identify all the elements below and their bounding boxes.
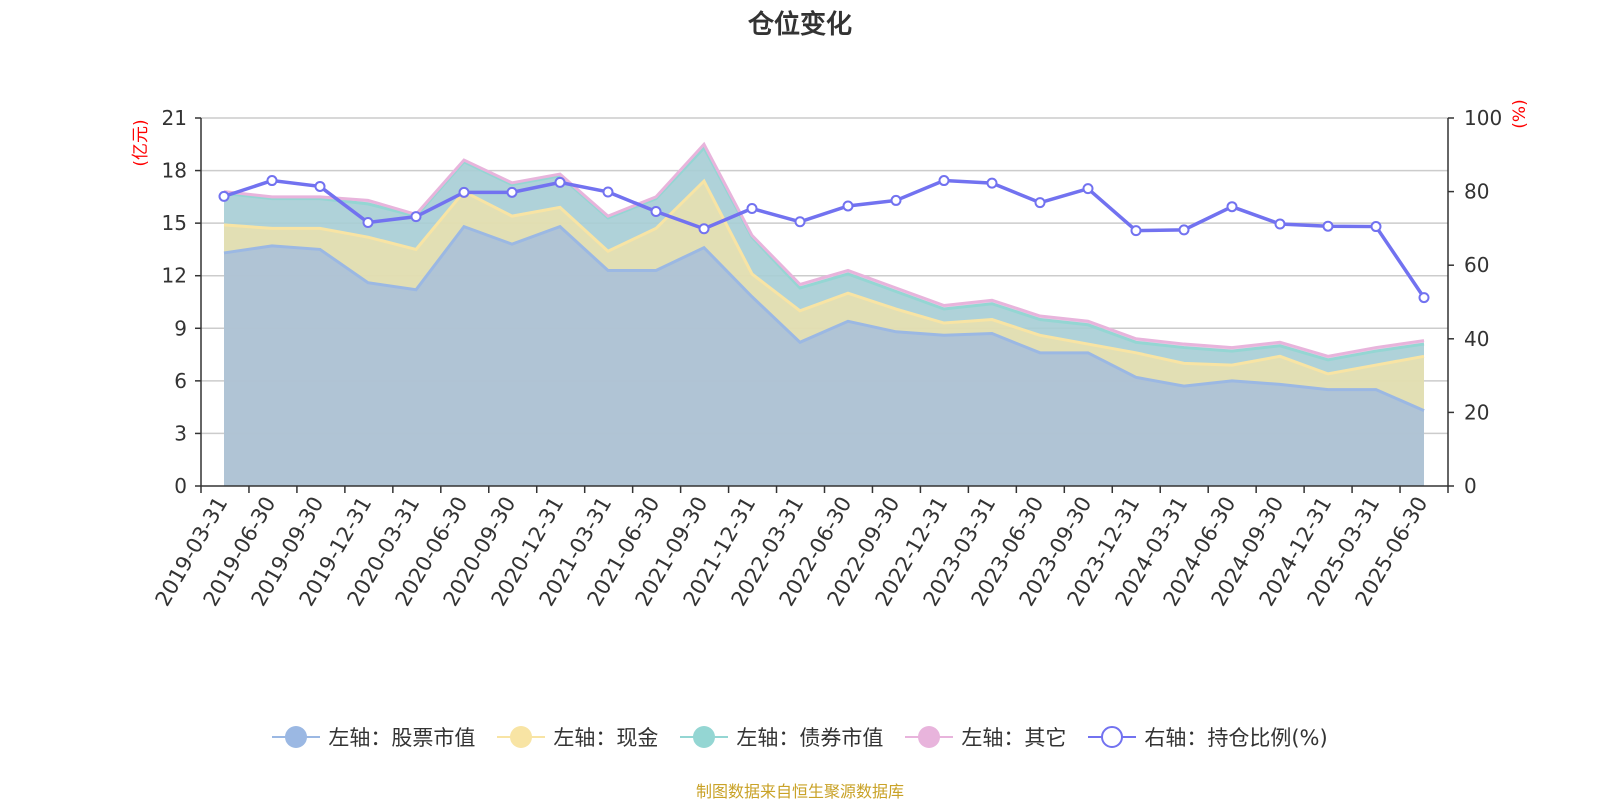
legend-marker-icon	[1088, 725, 1137, 749]
ratio-point	[314, 180, 326, 192]
ratio-point	[986, 177, 998, 189]
legend-marker-icon	[905, 725, 954, 749]
ratio-point	[506, 186, 518, 198]
legend-label: 左轴：现金	[553, 726, 659, 750]
area-line-other	[223, 141, 1425, 358]
ratio-point	[362, 217, 374, 229]
ratio-line	[223, 178, 1426, 299]
area-stock	[224, 226, 1424, 486]
legend-marker-icon	[272, 725, 321, 749]
left-tick-label: 18	[162, 159, 187, 183]
ratio-point	[602, 186, 614, 198]
ratio-point	[410, 211, 422, 223]
left-tick-label: 15	[162, 211, 187, 235]
ratio-point	[890, 194, 902, 206]
right-tick-label: 80	[1464, 180, 1489, 204]
legend: 左轴：股票市值 左轴：现金 左轴：债券市值 左轴：其它 右轴：持仓比例(%)	[0, 722, 1600, 752]
area-series	[223, 141, 1425, 487]
legend-marker-icon	[497, 725, 546, 749]
left-axis-label: (亿元)	[131, 119, 151, 166]
ratio-point	[266, 175, 278, 187]
source-note: 制图数据来自恒生聚源数据库	[695, 782, 904, 801]
legend-marker-icon	[680, 725, 729, 749]
left-tick-label: 6	[174, 369, 187, 393]
right-tick-label: 60	[1464, 253, 1489, 277]
ratio-point	[554, 176, 566, 188]
left-tick-label: 21	[162, 106, 187, 130]
ratio-series	[218, 175, 1430, 304]
legend-item-other[interactable]: 左轴：其它	[905, 722, 1066, 752]
ratio-point	[650, 205, 662, 217]
right-axis-label: (%)	[1510, 99, 1530, 128]
legend-item-cash[interactable]: 左轴：现金	[497, 722, 658, 752]
legend-item-stock[interactable]: 左轴：股票市值	[272, 722, 475, 752]
ratio-point	[1322, 220, 1334, 232]
legend-label: 右轴：持仓比例(%)	[1144, 726, 1328, 750]
left-tick-label: 9	[174, 316, 187, 340]
legend-item-ratio[interactable]: 右轴：持仓比例(%)	[1088, 722, 1328, 752]
ratio-point	[842, 200, 854, 212]
legend-label: 左轴：债券市值	[736, 726, 884, 750]
right-tick-label: 20	[1464, 400, 1489, 424]
ratio-point	[458, 186, 470, 198]
ratio-point	[218, 190, 230, 202]
ratio-point	[1418, 292, 1430, 304]
ratio-point	[938, 175, 950, 187]
ratio-point	[698, 223, 710, 235]
legend-item-bond[interactable]: 左轴：债券市值	[680, 722, 883, 752]
chart-title: 仓位变化	[747, 10, 852, 40]
ratio-point	[1178, 224, 1190, 236]
legend-label: 左轴：其它	[961, 726, 1067, 750]
legend-label: 左轴：股票市值	[328, 726, 476, 750]
ratio-point	[746, 203, 758, 215]
left-tick-label: 3	[174, 421, 187, 445]
ratio-point	[1130, 225, 1142, 237]
right-tick-label: 40	[1464, 327, 1489, 351]
left-tick-label: 0	[174, 474, 187, 498]
right-tick-label: 100	[1464, 106, 1502, 130]
ratio-point	[1082, 183, 1094, 195]
right-tick-label: 0	[1464, 474, 1477, 498]
ratio-point	[1274, 218, 1286, 230]
area-line-stock	[223, 224, 1425, 413]
ratio-point	[794, 216, 806, 228]
left-tick-label: 12	[162, 264, 187, 288]
area-line-cash	[223, 178, 1425, 376]
ratio-point	[1226, 201, 1238, 213]
ratio-point	[1370, 221, 1382, 233]
ratio-point	[1034, 197, 1046, 209]
